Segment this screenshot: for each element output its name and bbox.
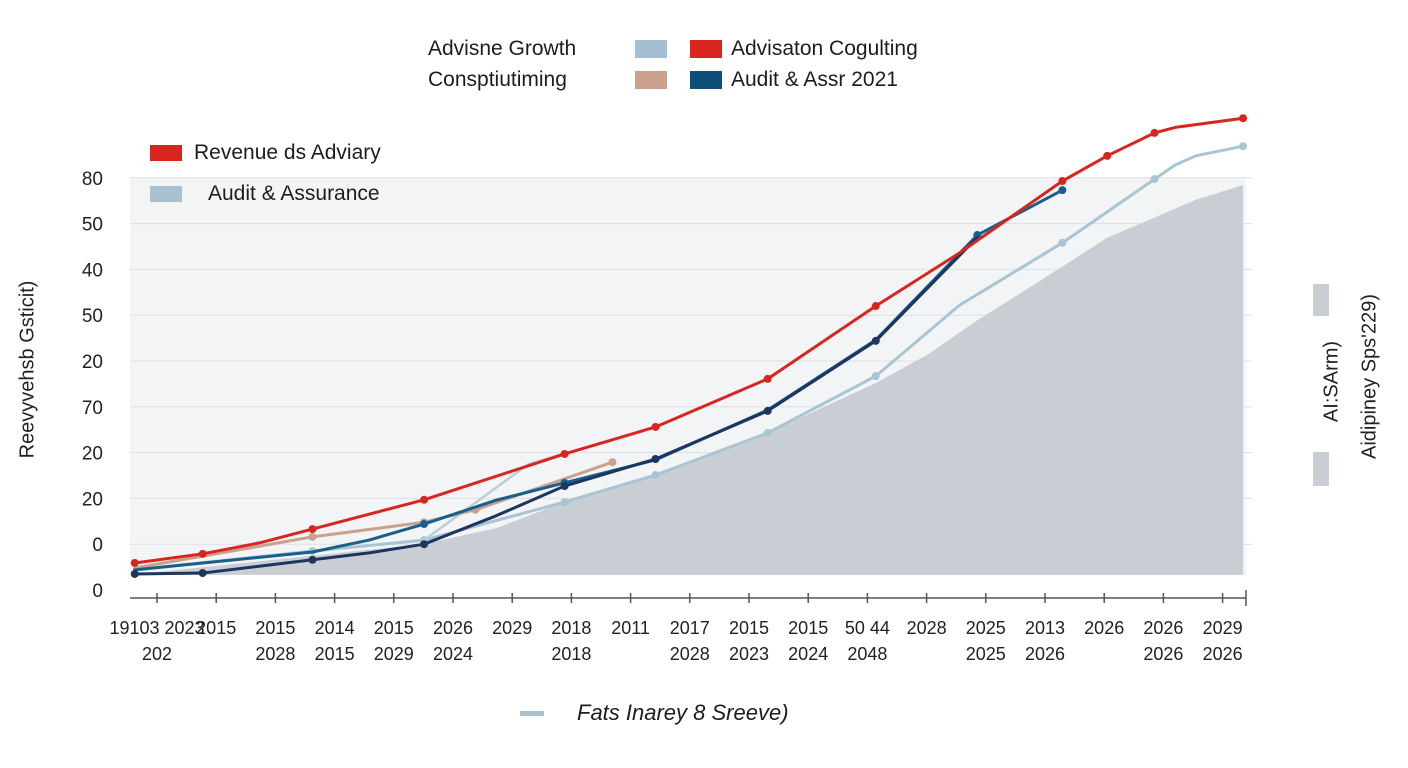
- inner-legend-swatch: [150, 186, 182, 202]
- series-point-4: [871, 336, 880, 345]
- series-point-3: [1058, 186, 1067, 195]
- x-tick-label: 2018: [551, 618, 591, 638]
- series-point-0: [1058, 238, 1067, 247]
- series-point-5: [198, 549, 207, 558]
- y-tick-label: 80: [82, 169, 103, 190]
- series-line-4: [133, 235, 979, 576]
- top-legend-label: Consptiutiming: [428, 68, 567, 91]
- series-point-0: [871, 372, 880, 381]
- y-tick-label: 20: [82, 444, 103, 465]
- x-tick-label: 2028: [255, 644, 295, 664]
- right-swatch: [1313, 284, 1329, 316]
- inner-legend-label: Revenue ds Adviary: [194, 141, 381, 164]
- series-point-2: [308, 532, 317, 541]
- x-tick-label: 2028: [670, 644, 710, 664]
- top-legend-swatch: [690, 40, 722, 58]
- x-tick-label: 2026: [1203, 644, 1243, 664]
- series-point-0: [651, 471, 660, 480]
- x-tick-label: 2015: [255, 618, 295, 638]
- top-legend-swatch: [635, 40, 667, 58]
- x-tick-label: 19103 2023: [109, 618, 204, 638]
- x-tick-label: 2029: [374, 644, 414, 664]
- series-point-4: [560, 482, 569, 491]
- right-swatch: [1313, 452, 1329, 486]
- x-tick-label: 2025: [966, 644, 1006, 664]
- y-tick-label: 40: [82, 260, 103, 281]
- series-point-5: [308, 525, 317, 534]
- series-point-5: [560, 449, 569, 458]
- series-point-4: [763, 406, 772, 415]
- x-tick-label: 2023: [729, 644, 769, 664]
- x-axis-label: Fats Inarey 8 Sreeve): [577, 700, 789, 725]
- top-legend-label: Audit & Assr 2021: [731, 68, 898, 91]
- x-tick-label: 2013: [1025, 618, 1065, 638]
- y-tick-label: 0: [92, 581, 103, 602]
- y-tick-label: 20: [82, 352, 103, 373]
- top-legend-label: Advisaton Cogulting: [731, 37, 918, 60]
- x-tick-label: 202: [142, 644, 172, 664]
- series-point-0: [763, 428, 772, 437]
- inner-legend-label: Audit & Assurance: [208, 182, 380, 205]
- series-point-5: [1150, 128, 1159, 137]
- x-tick-label: 2018: [551, 644, 591, 664]
- series-point-0: [1239, 142, 1248, 151]
- x-tick-label: 2029: [492, 618, 532, 638]
- series-point-5: [130, 558, 139, 567]
- series-point-5: [651, 422, 660, 431]
- top-legend-swatch: [635, 71, 667, 89]
- x-tick-label: 2029: [1203, 618, 1243, 638]
- area-series: [130, 185, 1244, 575]
- x-tick-label: 2015: [196, 618, 236, 638]
- x-tick-label: 2015: [729, 618, 769, 638]
- x-tick-label: 2026: [1025, 644, 1065, 664]
- x-tick-label: 2026: [1143, 618, 1183, 638]
- series-point-5: [763, 374, 772, 383]
- x-tick-label: 2026: [433, 618, 473, 638]
- x-tick-label: 2011: [611, 618, 650, 638]
- x-tick-label: 2015: [315, 644, 355, 664]
- y-tick-label: 20: [82, 489, 103, 510]
- series-point-3: [973, 231, 982, 240]
- series-point-4: [308, 555, 317, 564]
- series-point-5: [1239, 114, 1248, 123]
- series-point-0: [1150, 175, 1159, 184]
- series-point-5: [1058, 177, 1067, 186]
- x-tick-label: 2026: [1143, 644, 1183, 664]
- series-point-4: [651, 455, 660, 464]
- x-tick-label: 2024: [433, 644, 473, 664]
- right-axis-label: Aidipiney Sps'229): [1358, 293, 1381, 460]
- x-tick-label: 2026: [1084, 618, 1124, 638]
- series-point-5: [420, 495, 429, 504]
- x-legend-swatch: [520, 711, 544, 716]
- x-tick-label: 2014: [315, 618, 355, 638]
- y-tick-label: 0: [92, 535, 103, 556]
- x-tick-label: 2017: [670, 618, 710, 638]
- y-tick-label: 50: [82, 306, 103, 327]
- x-tick-label: 2015: [374, 618, 414, 638]
- y-tick-label: 50: [82, 215, 103, 236]
- series-point-4: [420, 540, 429, 549]
- series-point-5: [1103, 151, 1112, 160]
- top-legend-label: Advisne Growth: [428, 37, 577, 60]
- series-point-4: [130, 569, 139, 578]
- x-tick-label: 2028: [907, 618, 947, 638]
- x-tick-label: 2025: [966, 618, 1006, 638]
- x-tick-label: 2015: [788, 618, 828, 638]
- x-tick-label: 2048: [847, 644, 887, 664]
- series-point-5: [871, 302, 880, 311]
- y-tick-label: 70: [82, 398, 103, 419]
- x-tick-label: 2024: [788, 644, 828, 664]
- series-point-4: [198, 569, 207, 578]
- series-point-0: [560, 498, 569, 507]
- top-legend-swatch: [690, 71, 722, 89]
- series-point-3: [420, 520, 429, 529]
- inner-legend-swatch: [150, 145, 182, 161]
- y-axis-label: Reevyvehsb Gsticit): [16, 280, 39, 459]
- x-tick-label: 50 44: [845, 618, 890, 638]
- series-point-2: [608, 458, 617, 467]
